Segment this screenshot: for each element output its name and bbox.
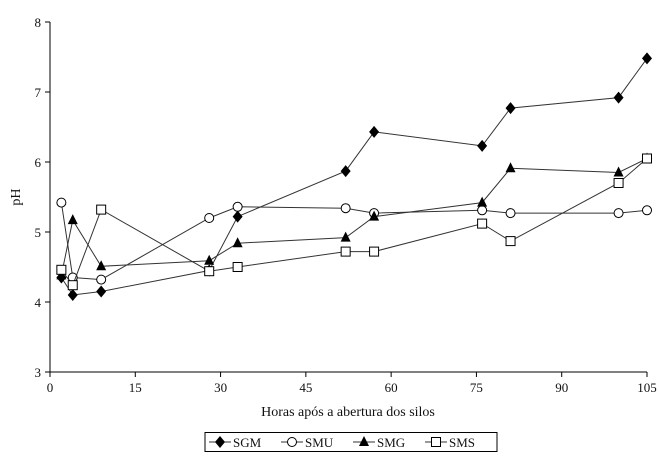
series-line-sgm [60,58,648,296]
data-point-smu [56,197,67,208]
legend-marker [359,436,369,446]
data-point-sgm [642,52,652,65]
data-point-sgm [67,289,78,301]
data-point-smu [96,274,107,285]
y-tick-label: 7 [35,85,42,100]
data-point-smg [613,166,624,177]
series-line-sms [60,158,648,287]
data-point-smg [96,260,107,271]
data-point-smu [642,205,652,216]
legend-label: SGM [233,435,262,450]
data-point-smu [477,205,488,216]
series-sgm [56,52,652,301]
data-point-sgm [96,285,107,298]
legend-marker [431,437,441,447]
legend-marker [287,437,297,447]
data-point-smg [369,210,380,221]
x-tick-label: 60 [385,380,398,395]
data-point-sms [340,246,351,257]
legend-marker [215,436,225,448]
data-point-sms [67,280,78,291]
legend-box [204,432,498,452]
data-point-smu [505,208,516,219]
x-tick-label: 0 [47,380,54,395]
data-point-sgm [340,165,351,178]
data-point-smg [477,196,488,207]
data-point-sgm [232,210,243,223]
series-sms [56,153,652,291]
legend: SGM SMU SMG SMS [204,432,498,452]
legend-item-sms: SMS [425,435,475,450]
series-smu [56,197,652,285]
data-point-smu [340,203,351,214]
data-point-smu [204,213,215,223]
data-point-sgm [613,91,624,104]
data-point-sms [369,246,380,257]
data-point-sms [505,236,516,247]
x-axis-label: Horas após a abertura dos silos [261,405,435,420]
series-line-smu [60,202,648,281]
data-point-smu [613,208,624,219]
y-tick-label: 5 [35,225,42,240]
legend-label: SMG [377,435,405,450]
y-tick-label: 3 [35,365,42,380]
data-point-smg [67,214,78,225]
x-tick-label: 75 [470,380,483,395]
x-tick-label: 105 [637,380,657,395]
data-point-sms [477,218,488,229]
data-point-sms [204,266,215,277]
legend-item-smu: SMU [281,435,334,450]
data-point-sms [56,264,67,275]
data-point-sms [613,178,624,188]
y-tick-label: 8 [35,15,42,30]
data-point-sms [642,153,652,164]
data-point-smg [232,237,243,248]
y-tick-label: 6 [35,155,42,170]
y-axis-label: pH [9,188,24,205]
data-point-smu [232,201,243,212]
series-layer [56,52,652,301]
data-point-sgm [505,102,516,115]
x-tick-label: 15 [129,380,142,395]
series-smg [56,152,652,280]
data-point-smg [505,162,516,173]
data-point-sgm [369,125,380,138]
data-point-smg [204,254,215,265]
y-tick-label: 4 [35,295,42,310]
legend-label: SMS [449,435,475,450]
legend-item-smg: SMG [353,435,405,450]
legend-item-sgm: SGM [209,435,262,450]
series-line-smg [60,158,648,276]
data-point-sms [232,262,243,272]
data-point-sgm [477,139,488,152]
x-tick-label: 45 [299,380,312,395]
x-tick-label: 90 [555,380,568,395]
legend-label: SMU [305,435,334,450]
x-tick-label: 30 [214,380,227,395]
data-point-sms [96,204,107,215]
data-point-smg [340,231,351,242]
